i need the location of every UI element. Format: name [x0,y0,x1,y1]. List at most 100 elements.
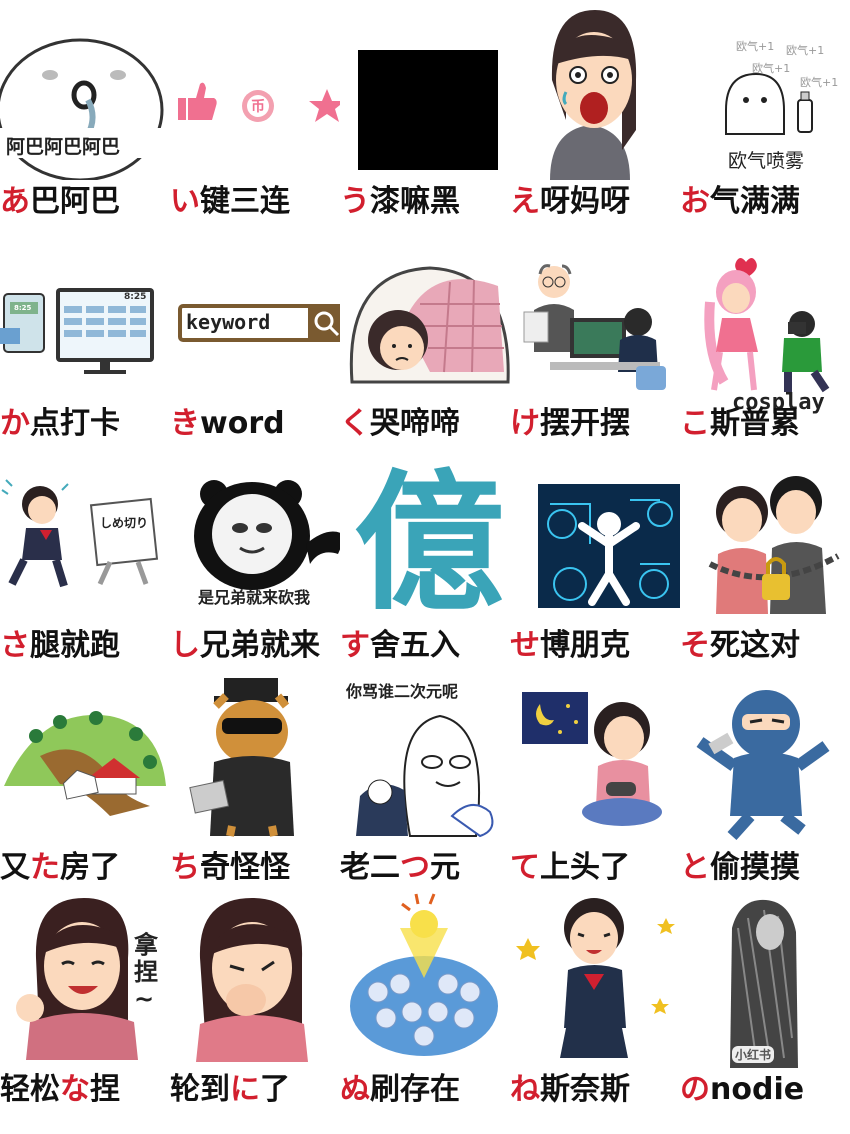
sticker-cell: 你骂谁二次元呢 老二つ元 [340,666,510,888]
kana-char: う [340,184,370,219]
sticker-caption: こ斯普累 [680,406,800,441]
search-bar-icon: keyword [170,222,340,402]
landslide-house-icon [0,666,170,846]
black-square-icon [340,0,510,180]
sticker-cell: ね斯奈斯 [510,888,680,1110]
sticker-caption: 又た房了 [0,850,120,885]
standout-crowd-icon [340,888,510,1068]
deadline-label: しめ切り [100,516,149,530]
kana-char: せ [510,628,540,663]
kana-char: て [510,850,540,885]
sticker-cell: 小红书 のnodie [680,888,850,1110]
sticker-caption: う漆嘛黑 [340,184,460,219]
sticker-caption: 老二つ元 [340,850,460,885]
sticker-cell: ち奇怪怪 [170,666,340,888]
picture-caption: 你骂谁二次元呢 [346,682,459,701]
sticker-cell: え呀妈呀 [510,0,680,222]
sticker-caption: 轮到に了 [170,1072,290,1107]
kana-char: ね [510,1072,540,1107]
card-time: 8:25 [14,304,32,312]
kana-char: ぬ [340,1072,370,1107]
sticker-cell: て上头了 [510,666,680,888]
sticker-caption: け摆开摆 [510,406,630,441]
kana-char: に [230,1072,260,1107]
panda-meme-icon: 是兄弟就来砍我 [170,444,340,624]
cyber-figure-icon [510,444,680,624]
side-caption: 拿 捏 ~ [134,931,158,1013]
sticker-caption: さ腿就跑 [0,628,120,663]
clock-time: 8:25 [124,292,147,302]
sticker-caption: し兄弟就来 [170,628,320,663]
spray-text: 欧气+1 [752,62,791,75]
sticker-cell: 8:25 8:25 か点打卡 [0,222,170,444]
happy-schoolgirl-icon [510,888,680,1068]
spray-text: 欧气+1 [800,76,839,89]
kana-char: ち [170,850,200,885]
shadow-figure-icon: 小红书 [680,888,850,1068]
sticker-cell: 是兄弟就来砍我 し兄弟就来 [170,444,340,666]
sticker-cell: せ博朋克 [510,444,680,666]
spray-blob-icon: 欧气+1 欧气+1 欧气+1 欧气+1 欧气喷雾 [680,0,850,180]
kana-char: な [60,1072,90,1107]
sticker-caption: え呀妈呀 [510,184,630,219]
running-from-deadline-icon: しめ切り [0,444,170,624]
sticker-cell: 欧气+1 欧气+1 欧气+1 欧气+1 欧气喷雾 お气满满 [680,0,850,222]
sticker-cell: そ死这对 [680,444,850,666]
cosplay-label: cosplay [732,390,825,415]
chained-couple-icon [680,444,850,624]
coin-label: 币 [251,99,265,115]
okay-woman-icon: 拿 捏 ~ [0,888,170,1068]
sticker-cell: 币 い键三连 [170,0,340,222]
kana-char: く [340,406,370,441]
picture-caption: 欧气喷雾 [728,150,805,172]
kana-char: と [680,850,710,885]
crying-blob-icon: 阿巴阿巴阿巴 [0,0,170,180]
sticker-caption: ち奇怪怪 [170,850,290,885]
sticker-cell: と偷摸摸 [680,666,850,888]
sticker-caption: お气满满 [680,184,800,219]
detective-cat-icon [170,666,340,846]
sticker-caption: きword [170,406,285,441]
like-coin-favorite-icons: 币 [170,0,340,180]
kana-char: こ [680,406,710,441]
sticker-caption: い键三连 [170,184,290,219]
shocked-woman-icon [510,0,680,180]
cosplay-photographer-icon: cosplay [680,222,850,415]
anime-meme-icon: 你骂谁二次元呢 [340,666,510,846]
sticker-caption: か点打卡 [0,406,120,441]
spray-text: 欧气+1 [736,40,775,53]
sticker-cell: しめ切り さ腿就跑 [0,444,170,666]
gamer-girl-icon [510,666,680,846]
sticker-cell: keyword きword [170,222,340,444]
girl-under-blanket-icon [340,222,510,402]
sticker-caption: ぬ刷存在 [340,1072,460,1107]
kana-char: そ [680,628,710,663]
kana-char: の [680,1072,710,1107]
spray-text: 欧气+1 [786,44,825,57]
picture-caption: 是兄弟就来砍我 [198,588,311,607]
sticker-cell: 億 す舍五入 [340,444,510,666]
kana-char: き [170,406,200,441]
sticker-cell: 轮到に了 [170,888,340,1110]
sticker-caption: く哭啼啼 [340,406,460,441]
sticker-caption: 轻松な捏 [0,1072,120,1107]
sticker-caption: す舍五入 [340,628,460,663]
sticker-caption: と偷摸摸 [680,850,800,885]
sticker-caption: のnodie [680,1072,805,1107]
sticker-caption: ね斯奈斯 [510,1072,630,1107]
oku-char: 億 [354,457,505,631]
sticker-caption: て上头了 [510,850,630,885]
ninja-icon [680,666,850,846]
kana-char: け [510,406,540,441]
kana-char: し [170,628,200,663]
kana-char: か [0,406,30,441]
sticker-cell: う漆嘛黑 [340,0,510,222]
sticker-caption: せ博朋克 [510,628,630,663]
kana-char: さ [0,628,30,663]
kana-char: い [170,184,200,219]
oku-character-icon: 億 [340,444,510,624]
sticker-caption: そ死这对 [680,628,800,663]
sticker-caption: あ巴阿巴 [0,184,120,219]
sticker-cell: ぬ刷存在 [340,888,510,1110]
picture-caption: 阿巴阿巴阿巴 [6,136,121,158]
